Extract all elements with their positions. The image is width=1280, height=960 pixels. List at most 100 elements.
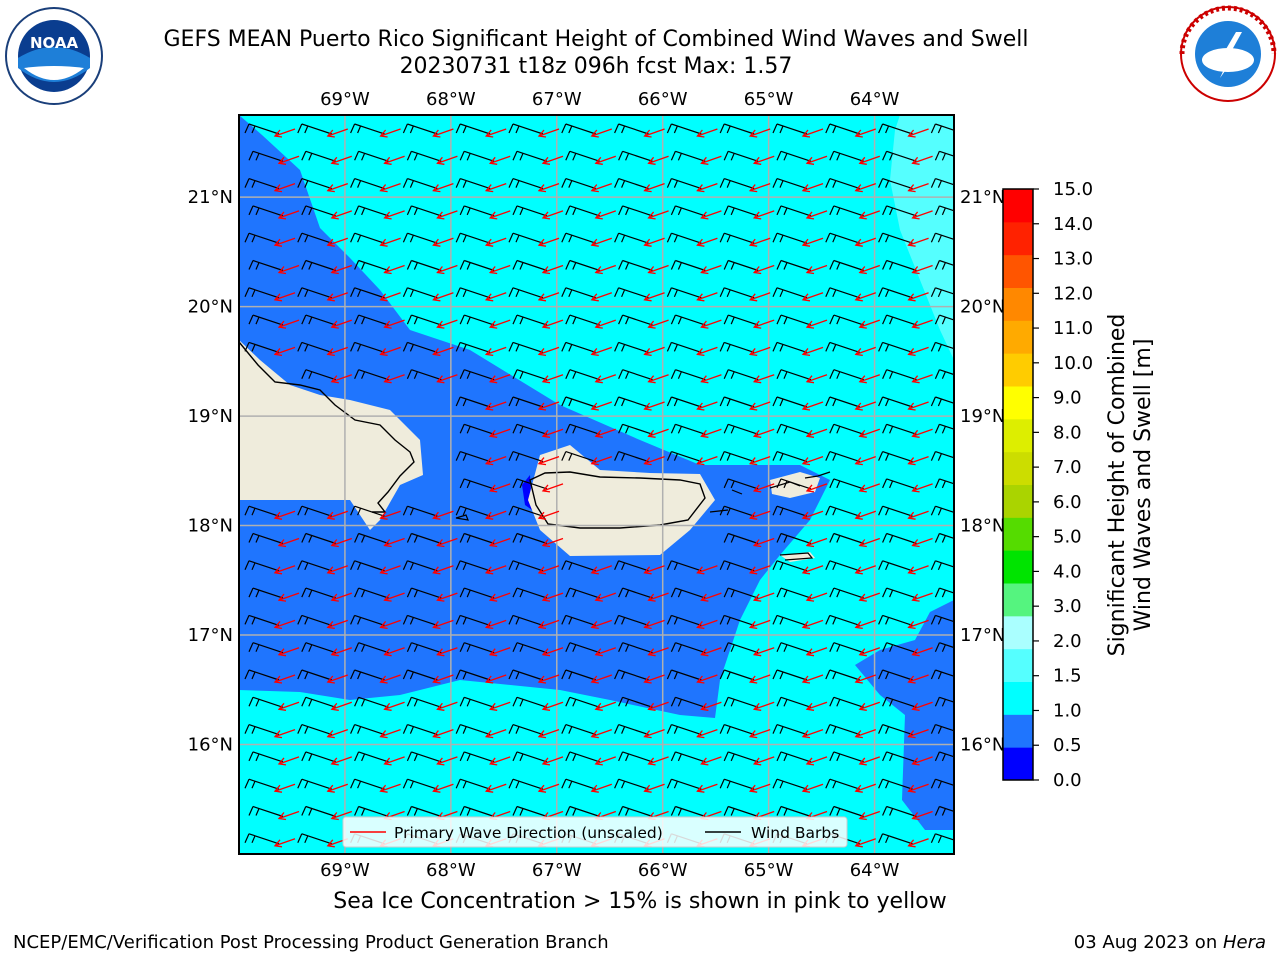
wind-barb	[934, 805, 954, 816]
wind-barb	[776, 314, 812, 326]
wave-direction-arrow	[805, 701, 828, 711]
wave-direction-arrow	[805, 592, 828, 602]
wind-barb	[614, 560, 649, 572]
wind-barb	[354, 314, 389, 326]
wind-barb	[354, 532, 389, 545]
wave-direction-arrow	[805, 319, 828, 329]
wind-barb	[406, 532, 442, 545]
wave-direction-arrow	[696, 565, 718, 575]
wind-barb	[565, 805, 600, 818]
wind-barb	[878, 669, 913, 681]
wave-direction-arrow	[488, 537, 511, 548]
wave-direction-arrow	[854, 346, 877, 357]
lon-tick-label-bottom: 68°W	[426, 860, 476, 881]
wave-direction-arrow	[277, 319, 300, 329]
wind-barb	[719, 669, 755, 681]
wind-barb	[670, 587, 706, 599]
wave-direction-arrow	[484, 182, 507, 193]
wind-barb	[508, 560, 544, 572]
lat-tick-label-right: 17°N	[960, 625, 1005, 646]
wave-direction-arrow	[330, 210, 353, 220]
wind-barb	[512, 259, 548, 272]
wind-barb	[666, 669, 702, 681]
wind-barb	[297, 287, 332, 299]
colorbar-bin	[1003, 418, 1033, 453]
wind-barb	[244, 232, 280, 244]
wind-barb	[719, 724, 755, 736]
lat-tick-label-left: 19°N	[188, 406, 233, 427]
wind-barb	[301, 751, 336, 763]
wind-barb	[248, 751, 284, 763]
wind-barb	[244, 560, 280, 572]
wave-direction-arrow	[643, 346, 665, 357]
wave-direction-arrow	[383, 756, 405, 766]
wave-direction-arrow	[273, 237, 296, 247]
wind-barb	[406, 205, 442, 217]
wave-direction-arrow	[379, 182, 401, 193]
wind-barb	[723, 205, 759, 217]
wave-direction-arrow	[490, 866, 510, 874]
wave-direction-arrow	[488, 483, 511, 493]
wind-barb	[406, 696, 442, 708]
wave-direction-arrow	[436, 374, 458, 384]
wave-direction-arrow	[748, 783, 771, 793]
wave-direction-arrow	[752, 264, 775, 275]
wind-barb	[829, 369, 864, 381]
wave-direction-arrow	[647, 155, 669, 165]
wave-direction-arrow	[330, 592, 353, 602]
wind-barb	[829, 478, 864, 490]
lon-tick-label-top: 68°W	[426, 89, 476, 110]
wave-direction-arrow	[537, 674, 560, 684]
wave-direction-arrow	[541, 537, 564, 548]
colorbar-tick-label: 10.0	[1053, 353, 1093, 374]
wind-barb	[455, 505, 491, 517]
wave-direction-arrow	[911, 647, 933, 657]
wind-barb	[882, 532, 917, 545]
wave-direction-arrow	[700, 756, 722, 766]
wave-direction-arrow	[961, 457, 981, 465]
wind-barb	[825, 560, 860, 572]
wave-direction-arrow	[696, 237, 718, 247]
wave-direction-arrow	[696, 292, 718, 302]
wave-direction-arrow	[537, 783, 560, 793]
wind-barb	[878, 505, 913, 517]
wave-direction-arrow	[907, 565, 929, 575]
wave-direction-arrow	[965, 484, 985, 492]
wave-direction-arrow	[277, 210, 300, 220]
wave-direction-arrow	[700, 264, 722, 275]
noaa-logo-text: NOAA	[30, 34, 79, 52]
wind-barb	[829, 314, 864, 326]
wave-direction-arrow	[801, 346, 824, 357]
wave-direction-arrow	[488, 756, 511, 766]
wind-barb	[614, 178, 649, 190]
colorbar-tick-label: 2.0	[1053, 631, 1082, 652]
wave-direction-arrow	[383, 537, 405, 548]
wind-barb	[878, 232, 913, 244]
wave-direction-arrow	[965, 429, 985, 437]
wind-barb	[670, 423, 706, 435]
wave-direction-arrow	[277, 756, 300, 766]
wind-barb	[776, 751, 812, 763]
wave-direction-arrow	[537, 237, 560, 247]
wave-direction-arrow	[965, 211, 985, 219]
lon-tick-label-bottom: 64°W	[850, 860, 900, 881]
wave-direction-arrow	[273, 346, 296, 357]
wind-barb	[512, 423, 548, 435]
wind-barb	[878, 833, 913, 845]
wind-barb	[670, 205, 706, 217]
wind-barb	[561, 178, 596, 190]
wave-direction-arrow	[854, 237, 877, 247]
colorbar-bin	[1003, 583, 1033, 617]
wave-direction-arrow	[911, 701, 933, 711]
wind-barb	[350, 123, 385, 135]
wind-barb	[934, 642, 954, 652]
wind-barb	[666, 232, 702, 244]
wind-barb	[614, 287, 649, 299]
wave-direction-arrow	[379, 783, 401, 793]
wind-barb	[350, 232, 385, 244]
wind-barb	[350, 724, 385, 736]
wave-direction-arrow	[752, 483, 775, 493]
wave-direction-arrow	[696, 674, 718, 684]
wave-direction-arrow	[326, 510, 349, 520]
wind-barb	[455, 287, 491, 299]
